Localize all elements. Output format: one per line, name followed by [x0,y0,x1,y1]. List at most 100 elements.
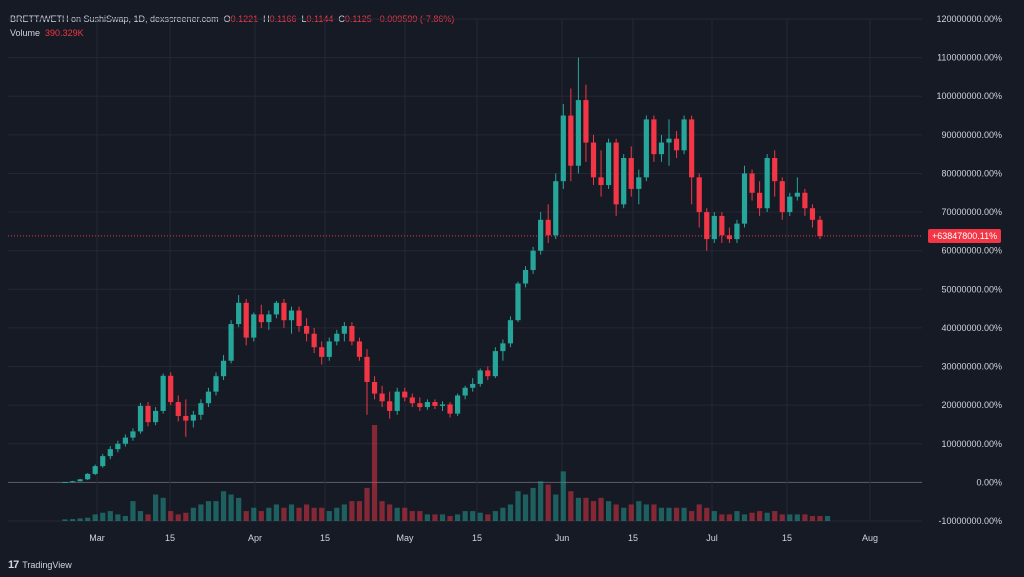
candle-body [530,250,536,270]
candle-body [107,449,113,457]
volume-bar [153,494,159,521]
y-tick-label: 120000000.00% [936,14,1002,24]
volume-bar [326,511,332,521]
candle-body [809,208,816,220]
candle-body [168,375,174,403]
x-tick-label: 15 [320,533,330,543]
volume-bar [409,511,415,521]
volume-bar [726,514,732,521]
volume-value: 390.329K [45,28,84,38]
y-tick-label: 40000000.00% [941,323,1002,333]
volume-bar [213,501,219,521]
candle-body [243,302,249,338]
candle-body [319,347,325,357]
candle-body [560,115,566,182]
volume-bar [168,511,174,521]
volume-bar [696,504,702,521]
candle-body [122,437,128,444]
candle-body [681,119,687,151]
volume-bar [651,504,657,521]
candle-body [764,158,770,209]
candle-body [575,100,581,166]
candle-body [734,223,740,240]
last-price-tag: +63847800.11% [928,228,1002,243]
volume-bar [288,504,295,521]
volume-bar [304,504,310,521]
candle-body [341,325,347,334]
volume-bar [613,504,619,521]
brand-label: TradingView [22,560,72,570]
candle-body [628,158,634,189]
volume-bar [719,514,725,521]
footer[interactable]: 17 TradingView [8,559,72,571]
volume-bar [575,497,581,521]
volume-bar [190,507,196,521]
volume-bar [266,507,272,521]
candle-body [689,119,695,178]
candle-body [402,391,408,398]
x-axis: Mar 15 Apr 15 May 15 Jun 15 Jul 15 Aug [89,533,878,543]
candle-body [379,393,385,402]
volume-bar [470,511,476,521]
volume-bar [500,507,506,521]
volume-bar [621,507,627,521]
candle-body [492,351,498,377]
volume-bar [77,518,83,521]
y-tick-label: 110000000.00% [937,53,1002,63]
volume-bar [160,497,166,521]
volume-bar [568,491,574,521]
volume-bar [530,487,536,521]
candle-body [749,173,755,193]
candle-body [673,138,680,151]
volume-bar [462,511,468,521]
candle-body [92,466,98,474]
volume-bar [522,494,529,521]
candle-body [757,192,763,209]
candle-body [470,383,476,388]
candle-body [190,414,196,421]
candle-body [281,302,287,321]
volume-bar [273,504,279,521]
candle-body [288,310,295,321]
candle-body [817,219,823,237]
candle-body [266,314,272,323]
candle-body [77,479,83,482]
volume-bar [824,516,831,521]
candle-body [590,142,597,178]
volume-bar [794,514,800,521]
volume-bar [643,504,649,521]
candle-body [666,138,672,143]
volume-bar [485,514,491,521]
candle-body [583,100,589,143]
y-tick-label: 60000000.00% [941,246,1002,256]
volume-bar [92,514,98,521]
volume-bar [251,507,257,521]
volume-bar [802,514,808,521]
volume-bar [319,507,325,521]
volume-bar [349,501,355,521]
tradingview-logo-icon: 17 [8,559,19,571]
candle-body [553,181,559,236]
candle-body [251,314,257,338]
volume-bars [62,425,831,521]
candle-body [296,310,302,326]
volume-bar [402,507,408,521]
candle-body [613,142,619,205]
candle-body [364,356,370,382]
volume-bar [258,511,264,521]
y-tick-label: 80000000.00% [941,168,1002,178]
volume-bar [545,484,551,521]
volume-bar [666,507,672,521]
candle-body [115,443,121,450]
candle-body [507,320,514,344]
volume-bar [243,511,249,521]
candle-body [787,196,793,213]
x-tick-label: Aug [862,533,878,543]
candle-body [545,219,551,236]
volume-bar [85,517,91,521]
candle-body [522,270,529,284]
candle-body [205,391,212,404]
candle-body [568,115,574,166]
x-tick-label: 15 [628,533,638,543]
